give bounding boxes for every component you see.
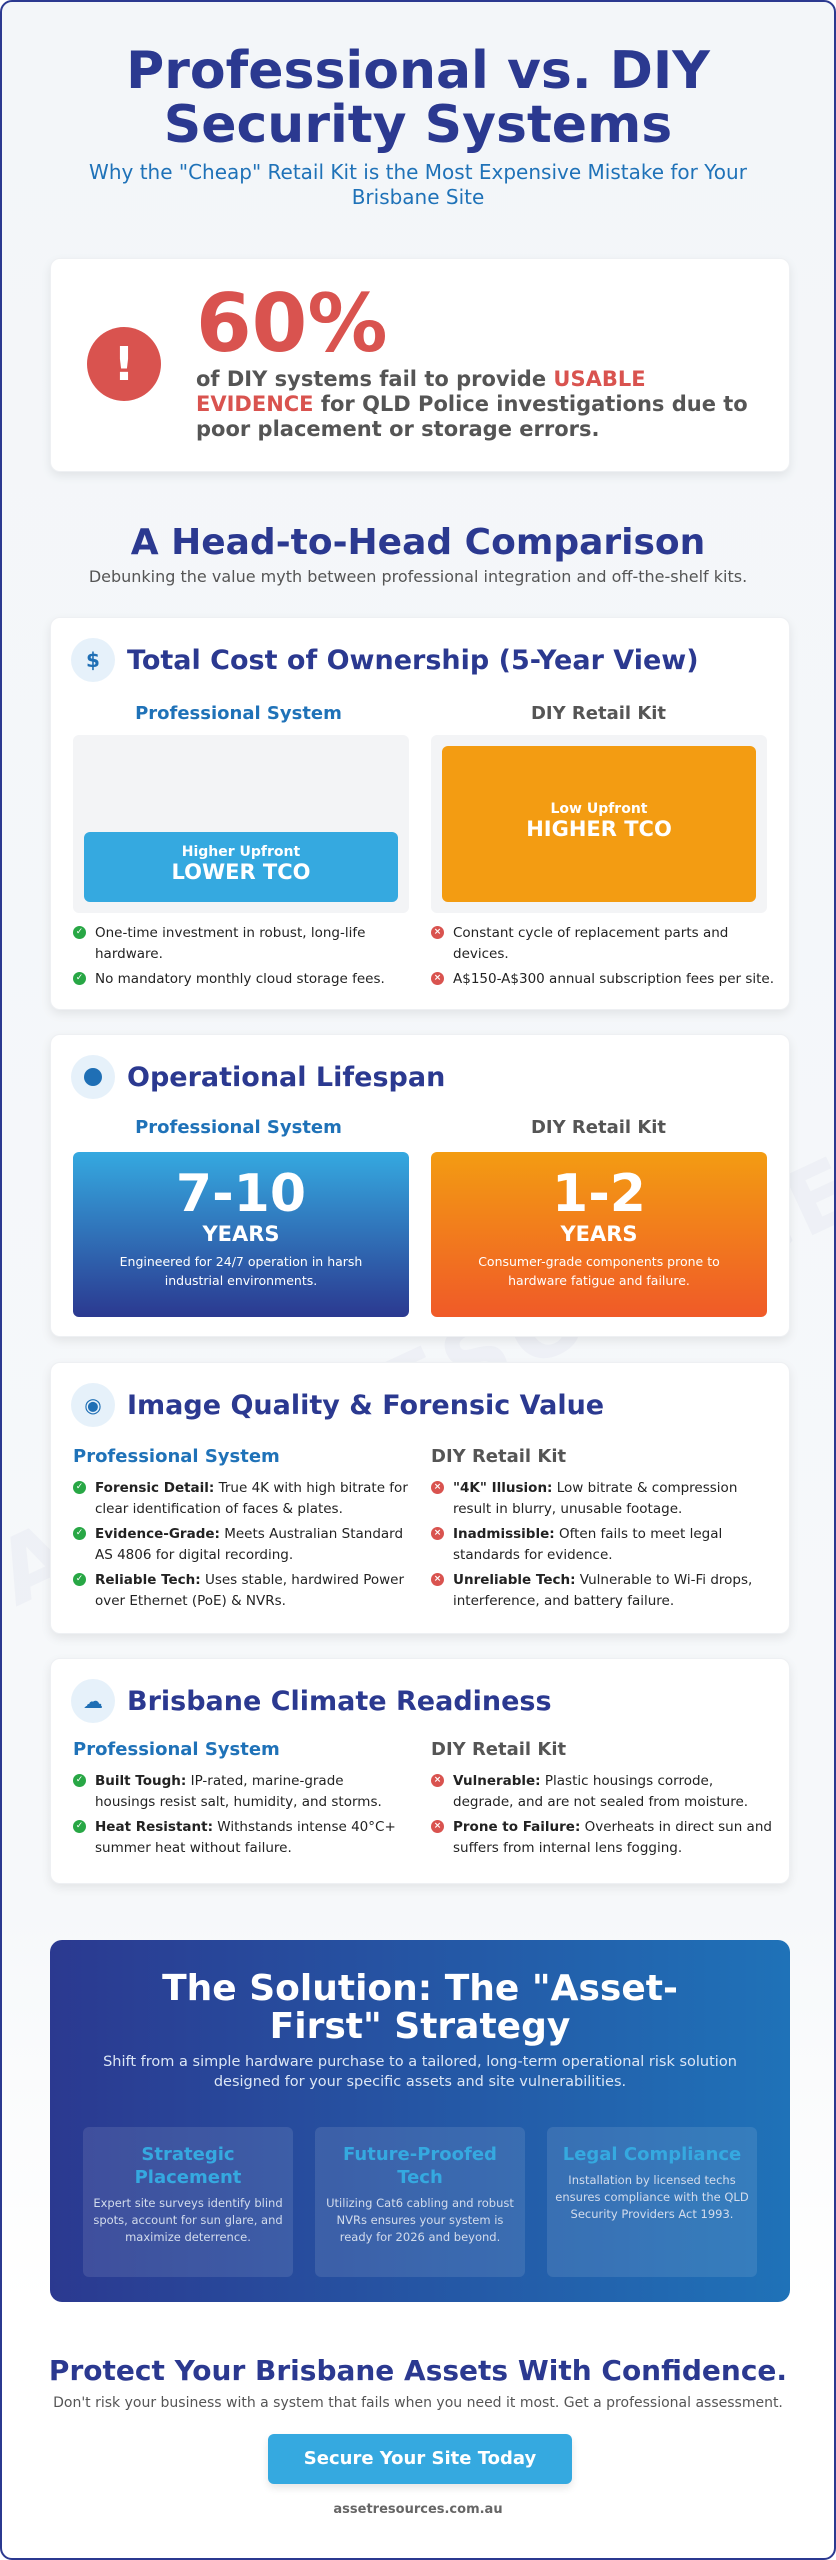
page-title: Professional vs. DIY Security Systems xyxy=(126,41,710,155)
list-item: × Vulnerable: Plastic housings corrode, d… xyxy=(431,1771,776,1813)
dollar-icon: $ xyxy=(71,638,115,682)
check-icon: ✓ xyxy=(73,1481,86,1494)
check-icon: ✓ xyxy=(73,972,86,985)
list-item: ✓ Heat Resistant: Withstands intense 40°C… xyxy=(73,1817,408,1859)
stat-text: of DIY systems fail to provide USABLE EV… xyxy=(196,367,748,441)
pro-bar: Higher Upfront LOWER TCO xyxy=(84,832,398,902)
diy-label: DIY Retail Kit xyxy=(431,1739,567,1760)
cta-title: Protect Your Brisbane Assets With Confid… xyxy=(48,2354,788,2387)
cloud-icon: ☁ xyxy=(71,1679,115,1723)
clock-icon xyxy=(71,1055,115,1099)
diy-list: × Vulnerable: Plastic housings corrode, d… xyxy=(431,1771,776,1863)
tco-card: $ Total Cost of Ownership (5-Year View) P… xyxy=(50,617,790,1010)
x-icon: × xyxy=(431,1481,444,1494)
solution-title: The Solution: The "Asset-First" Strategy xyxy=(162,1968,678,2047)
diy-list: × "4K" Illusion: Low bitrate & compressio… xyxy=(431,1478,776,1616)
climate-card: ☁ Brisbane Climate Readiness Professional… xyxy=(50,1658,790,1884)
check-icon: ✓ xyxy=(73,1774,86,1787)
diy-bar-track: Low Upfront HIGHER TCO xyxy=(431,735,767,913)
list-item: ✓ Forensic Detail: True 4K with high bitr… xyxy=(73,1478,408,1520)
pillar-card: Future-Proofed Tech Utilizing Cat6 cablin… xyxy=(315,2127,525,2277)
cta-subtitle: Don't risk your business with a system t… xyxy=(53,2395,783,2411)
stat-value: 60% xyxy=(196,277,388,370)
card-title: Image Quality & Forensic Value xyxy=(127,1389,605,1421)
pro-list: ✓ One-time investment in robust, long-lif… xyxy=(73,923,403,994)
list-item: × Inadmissible: Often fails to meet legal… xyxy=(431,1524,776,1566)
diy-label: DIY Retail Kit xyxy=(530,703,667,724)
card-title: Operational Lifespan xyxy=(127,1061,446,1093)
list-item: × A$150-A$300 annual subscription fees pe… xyxy=(431,969,781,990)
list-item: ✓ Built Tough: IP-rated, marine-grade hou… xyxy=(73,1771,408,1813)
image-quality-card: ◉ Image Quality & Forensic Value Professi… xyxy=(50,1362,790,1634)
check-icon: ✓ xyxy=(73,926,86,939)
lifespan-card: Operational Lifespan Professional System… xyxy=(50,1034,790,1337)
page-subtitle: Why the "Cheap" Retail Kit is the Most E… xyxy=(89,160,747,209)
list-item: × Constant cycle of replacement parts and… xyxy=(431,923,781,965)
solution-panel: The Solution: The "Asset-First" Strategy… xyxy=(50,1940,790,2302)
x-icon: × xyxy=(431,1820,444,1833)
pro-label: Professional System xyxy=(73,1446,280,1467)
card-title: Brisbane Climate Readiness xyxy=(127,1685,552,1717)
diy-list: × Constant cycle of replacement parts and… xyxy=(431,923,781,994)
pillar-card: Legal Compliance Installation by licensed… xyxy=(547,2127,757,2277)
solution-subtitle: Shift from a simple hardware purchase to… xyxy=(103,2054,737,2090)
check-icon: ✓ xyxy=(73,1820,86,1833)
pro-lifespan-box: 7-10 YEARS Engineered for 24/7 operation… xyxy=(73,1152,409,1317)
diy-lifespan-box: 1-2 YEARS Consumer-grade components pron… xyxy=(431,1152,767,1317)
x-icon: × xyxy=(431,1573,444,1586)
website-link[interactable]: assetresources.com.au xyxy=(333,2502,503,2517)
comparison-title: A Head-to-Head Comparison xyxy=(130,522,706,563)
pillar-card: Strategic Placement Expert site surveys i… xyxy=(83,2127,293,2277)
list-item: ✓ Evidence-Grade: Meets Australian Standa… xyxy=(73,1524,408,1566)
comparison-subtitle: Debunking the value myth between profess… xyxy=(88,567,748,586)
pro-list: ✓ Built Tough: IP-rated, marine-grade hou… xyxy=(73,1771,408,1863)
pro-label: Professional System xyxy=(135,703,342,724)
list-item: × Prone to Failure: Overheats in direct s… xyxy=(431,1817,776,1859)
list-item: ✓ No mandatory monthly cloud storage fees… xyxy=(73,969,403,990)
list-item: × "4K" Illusion: Low bitrate & compressio… xyxy=(431,1478,776,1520)
card-title: Total Cost of Ownership (5-Year View) xyxy=(127,644,699,676)
check-icon: ✓ xyxy=(73,1573,86,1586)
stat-highlight: USABLE EVIDENCE xyxy=(196,367,646,416)
pro-bar-track: Higher Upfront LOWER TCO xyxy=(73,735,409,913)
list-item: × Unreliable Tech: Vulnerable to Wi-Fi dr… xyxy=(431,1570,776,1612)
diy-label: DIY Retail Kit xyxy=(530,1117,667,1138)
list-item: ✓ Reliable Tech: Uses stable, hardwired P… xyxy=(73,1570,408,1612)
x-icon: × xyxy=(431,1527,444,1540)
diy-label: DIY Retail Kit xyxy=(431,1446,567,1467)
stat-card: ! 60% of DIY systems fail to provide USA… xyxy=(50,258,790,472)
eye-icon: ◉ xyxy=(71,1383,115,1427)
diy-bar: Low Upfront HIGHER TCO xyxy=(442,746,756,902)
x-icon: × xyxy=(431,1774,444,1787)
pro-label: Professional System xyxy=(135,1117,342,1138)
secure-site-button[interactable]: Secure Your Site Today xyxy=(268,2434,572,2484)
exclamation-icon: ! xyxy=(87,327,161,401)
x-icon: × xyxy=(431,972,444,985)
x-icon: × xyxy=(431,926,444,939)
pro-label: Professional System xyxy=(73,1739,280,1760)
check-icon: ✓ xyxy=(73,1527,86,1540)
pro-list: ✓ Forensic Detail: True 4K with high bitr… xyxy=(73,1478,408,1616)
list-item: ✓ One-time investment in robust, long-lif… xyxy=(73,923,403,965)
